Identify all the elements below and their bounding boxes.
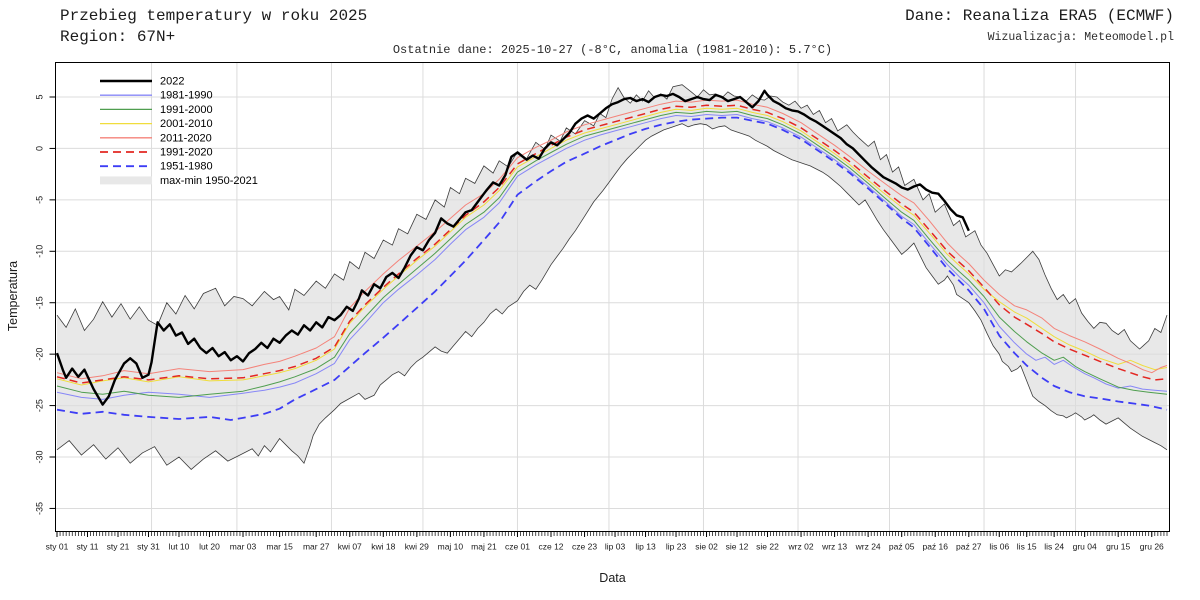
x-axis-title: Data — [599, 571, 626, 585]
x-tick-label: gru 26 — [1140, 542, 1164, 552]
x-tick-label: mar 03 — [230, 542, 257, 552]
x-tick-label: lip 23 — [666, 542, 687, 552]
y-tick-label: -25 — [35, 399, 45, 412]
y-tick-label: -20 — [35, 348, 45, 361]
series-1991-2000 — [56, 110, 1168, 398]
visualization-credit: Wizualizacja: Meteomodel.pl — [987, 31, 1174, 44]
page-title: Przebieg temperatury w roku 2025 — [60, 7, 368, 25]
legend-label: 2011-2020 — [160, 132, 212, 144]
legend-label: 2001-2010 — [160, 118, 213, 130]
x-tick-label: sty 21 — [107, 542, 130, 552]
region-subtitle: Region: 67N+ — [60, 28, 176, 46]
x-tick-label: gru 15 — [1106, 542, 1130, 552]
x-tick-label: lis 24 — [1044, 542, 1064, 552]
x-tick-label: lip 13 — [635, 542, 656, 552]
x-tick-label: sty 31 — [137, 542, 160, 552]
legend-label: 2022 — [160, 76, 184, 88]
y-tick-label: -5 — [35, 196, 45, 204]
y-tick-label: 0 — [35, 146, 45, 151]
data-source-label: Dane: Reanaliza ERA5 (ECMWF) — [905, 7, 1174, 25]
x-tick-label: maj 21 — [471, 542, 497, 552]
x-tick-label: kwi 07 — [338, 542, 362, 552]
x-tick-label: mar 27 — [303, 542, 330, 552]
series-2022 — [55, 89, 970, 406]
x-tick-label: lip 03 — [605, 542, 626, 552]
x-tick-label: paź 05 — [889, 542, 915, 552]
band-top-edge — [56, 84, 1168, 350]
x-tick-label: lut 20 — [199, 542, 220, 552]
x-tick-label: cze 01 — [505, 542, 530, 552]
series-1991-2020 — [56, 104, 1168, 384]
x-tick-label: lut 10 — [169, 542, 190, 552]
x-tick-label: paź 27 — [956, 542, 982, 552]
x-tick-label: wrz 24 — [855, 542, 881, 552]
legend-label: 1951-1980 — [160, 161, 213, 173]
x-tick-label: mar 15 — [266, 542, 293, 552]
y-tick-label: -35 — [35, 502, 45, 515]
x-tick-label: lis 06 — [989, 542, 1009, 552]
legend-label: max-min 1950-2021 — [160, 175, 258, 187]
x-tick-label: kwi 18 — [371, 542, 395, 552]
x-tick-label: sie 12 — [726, 542, 749, 552]
x-tick-label: sie 22 — [756, 542, 779, 552]
last-data-annotation: Ostatnie dane: 2025-10-27 (-8°C, anomali… — [392, 43, 833, 57]
x-tick-label: sie 02 — [695, 542, 718, 552]
x-tick-label: cze 12 — [538, 542, 563, 552]
band-bottom-edge — [56, 123, 1168, 470]
plot-box — [55, 62, 1170, 532]
max-min-band — [57, 84, 1167, 470]
legend-label: 1981-1990 — [160, 90, 213, 102]
x-tick-label: gru 04 — [1073, 542, 1097, 552]
x-tick-label: paź 16 — [922, 542, 948, 552]
x-tick-label: cze 23 — [572, 542, 597, 552]
series-1951-1980 — [56, 116, 1168, 421]
x-tick-label: sty 11 — [76, 542, 98, 552]
legend-label: 1991-2000 — [160, 104, 213, 116]
x-tick-label: wrz 13 — [821, 542, 847, 552]
y-tick-label: -15 — [35, 296, 45, 309]
y-axis-title: Temperatura — [6, 260, 20, 332]
x-tick-label: kwi 29 — [405, 542, 429, 552]
legend-label: 1991-2020 — [160, 147, 213, 159]
y-tick-label: -30 — [35, 451, 45, 464]
x-tick-label: sty 01 — [46, 542, 69, 552]
x-tick-label: wrz 02 — [788, 542, 814, 552]
y-tick-label: -10 — [35, 245, 45, 258]
series-2011-2020 — [56, 99, 1168, 380]
series-1981-1990 — [56, 114, 1168, 400]
series-2001-2010 — [56, 107, 1168, 386]
x-tick-label: lis 15 — [1017, 542, 1037, 552]
legend-band-swatch — [100, 176, 152, 185]
y-tick-label: 5 — [35, 94, 45, 99]
x-tick-label: maj 10 — [438, 542, 464, 552]
